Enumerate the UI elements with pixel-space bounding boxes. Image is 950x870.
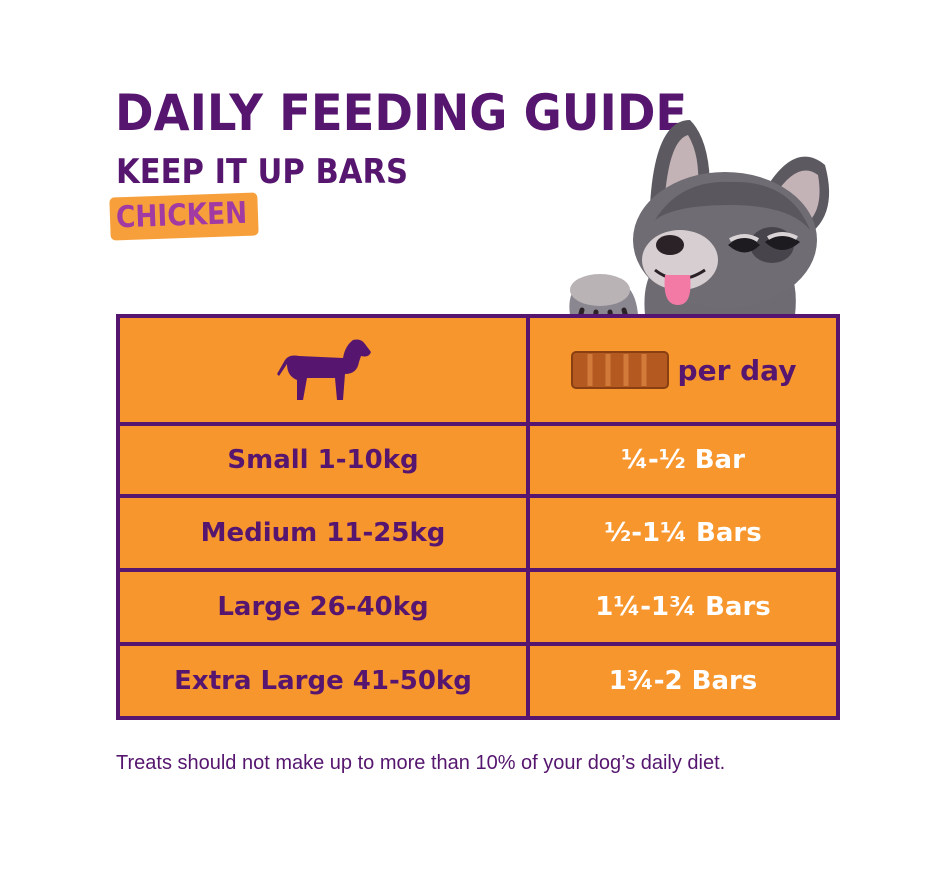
table-row-divider [120, 494, 836, 498]
flavour-badge: CHICKEN [109, 192, 259, 241]
per-day-label: per day [677, 353, 797, 387]
treat-bar-icon [570, 351, 669, 389]
feeding-table: per day Small 1-10kg ¼-½ Bar Medium 11-2… [116, 314, 840, 720]
dog-size-extra-large: Extra Large 41-50kg [174, 666, 472, 696]
table-header-dog-size [120, 318, 526, 422]
flavour-label: CHICKEN [115, 195, 248, 236]
table-row-divider [120, 422, 836, 426]
dog-size-medium: Medium 11-25kg [200, 518, 446, 548]
amount-medium: ½-1¼ Bars [604, 518, 762, 548]
dog-silhouette-icon [277, 339, 371, 400]
dog-size-large: Large 26-40kg [217, 592, 429, 622]
amount-small: ¼-½ Bar [621, 445, 745, 475]
cartoon-french-bulldog-icon [569, 120, 830, 333]
table-column-divider [526, 318, 530, 716]
table-row-divider [120, 568, 836, 572]
footnote: Treats should not make up to more than 1… [116, 752, 726, 774]
amount-extra-large: 1¾-2 Bars [608, 666, 758, 696]
product-name: KEEP IT UP BARS [116, 152, 409, 192]
table-row-divider [120, 642, 836, 646]
amount-large: 1¼-1¾ Bars [595, 592, 771, 622]
page-title: DAILY FEEDING GUIDE [115, 84, 688, 142]
dog-size-small: Small 1-10kg [227, 445, 419, 475]
table-header-portion: per day [530, 318, 836, 422]
